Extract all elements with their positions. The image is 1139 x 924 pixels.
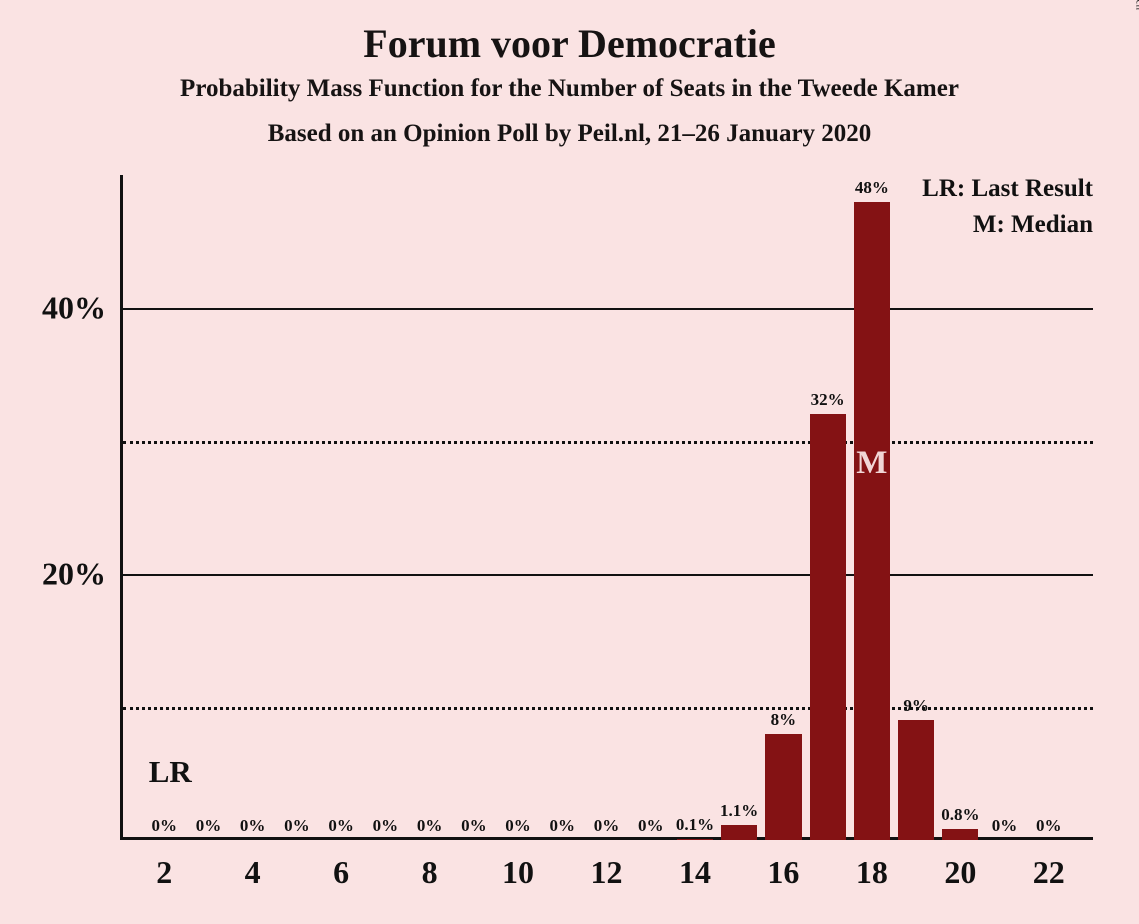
bar: [721, 825, 757, 840]
legend-lr: LR: Last Result: [922, 175, 1093, 203]
y-tick-label: 40%: [42, 290, 106, 327]
x-tick-label: 16: [767, 854, 799, 891]
x-tick-label: 6: [333, 854, 349, 891]
bar-value-label: 0%: [505, 816, 531, 836]
bar-value-label: 0%: [151, 816, 177, 836]
x-tick-label: 20: [944, 854, 976, 891]
chart-title: Forum voor Democratie: [0, 20, 1139, 67]
bar-value-label: 0%: [461, 816, 487, 836]
legend-m: M: Median: [922, 211, 1093, 239]
y-tick-label: 20%: [42, 556, 106, 593]
bar-value-label: 0%: [284, 816, 310, 836]
chart-subtitle-2: Based on an Opinion Poll by Peil.nl, 21–…: [0, 120, 1139, 148]
bar-value-label: 0%: [992, 816, 1018, 836]
plot-area: LR: Last Result M: Median 20%40%24681012…: [120, 175, 1093, 840]
x-tick-label: 10: [502, 854, 534, 891]
bar: [810, 414, 846, 840]
gridline-minor: [123, 441, 1093, 444]
bar: [677, 839, 713, 840]
bar-value-label: 0%: [196, 816, 222, 836]
x-tick-label: 12: [591, 854, 623, 891]
legend: LR: Last Result M: Median: [922, 175, 1093, 239]
median-mark: M: [856, 445, 887, 482]
gridline-minor: [123, 707, 1093, 710]
x-tick-label: 22: [1033, 854, 1065, 891]
bar-value-label: 0%: [417, 816, 443, 836]
copyright-text: © 2020 Filip van Laenen: [1133, 0, 1139, 10]
bar-value-label: 0.8%: [941, 805, 979, 825]
last-result-mark: LR: [149, 754, 192, 790]
chart-subtitle-1: Probability Mass Function for the Number…: [0, 75, 1139, 103]
bar: [898, 720, 934, 840]
bar-value-label: 0%: [638, 816, 664, 836]
x-tick-label: 8: [422, 854, 438, 891]
x-tick-label: 18: [856, 854, 888, 891]
bar: [854, 202, 890, 840]
gridline-major: [123, 308, 1093, 310]
bar: [942, 829, 978, 840]
bar-value-label: 8%: [771, 710, 797, 730]
bar-value-label: 0%: [240, 816, 266, 836]
bar-value-label: 0%: [594, 816, 620, 836]
bar-value-label: 0%: [373, 816, 399, 836]
bar-value-label: 48%: [855, 178, 889, 198]
x-tick-label: 14: [679, 854, 711, 891]
bar-value-label: 0%: [550, 816, 576, 836]
bar-value-label: 0%: [1036, 816, 1062, 836]
bar-value-label: 0.1%: [676, 815, 714, 835]
x-tick-label: 2: [156, 854, 172, 891]
bar-value-label: 1.1%: [720, 801, 758, 821]
bar-value-label: 9%: [903, 696, 929, 716]
bar-value-label: 0%: [328, 816, 354, 836]
bar-value-label: 32%: [811, 390, 845, 410]
x-tick-label: 4: [245, 854, 261, 891]
y-axis: [120, 175, 123, 840]
bar: [765, 734, 801, 840]
gridline-major: [123, 574, 1093, 576]
